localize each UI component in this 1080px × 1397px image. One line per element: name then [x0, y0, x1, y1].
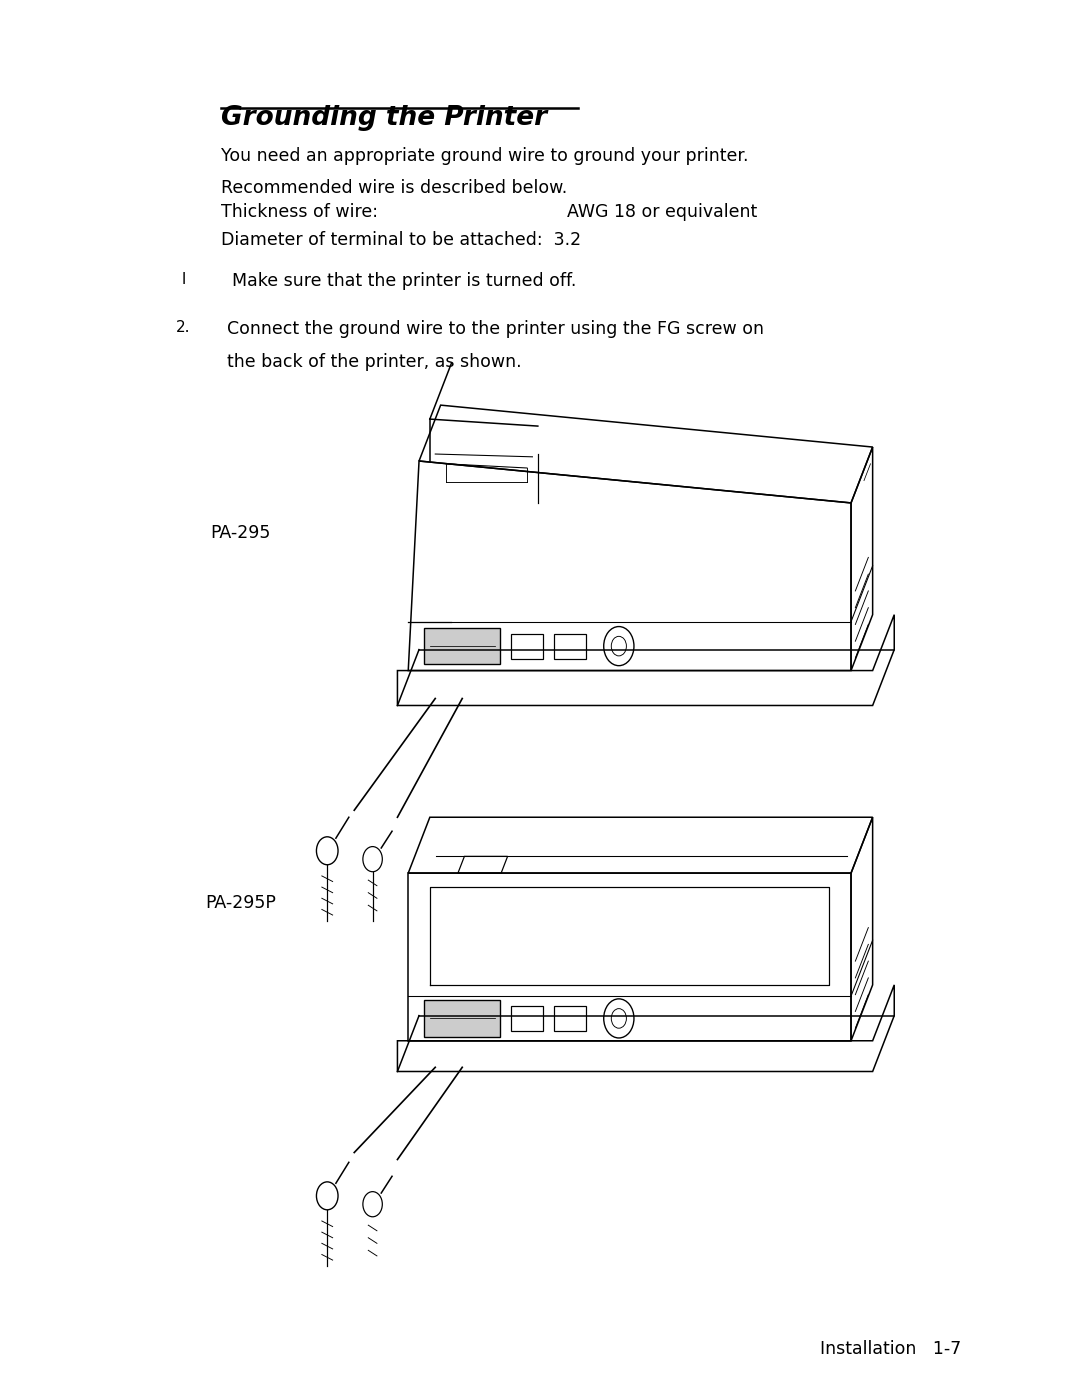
Text: AWG 18 or equivalent: AWG 18 or equivalent [567, 203, 757, 221]
Text: PA-295: PA-295 [211, 524, 271, 542]
Text: 2.: 2. [176, 320, 190, 335]
Text: Connect the ground wire to the printer using the FG screw on: Connect the ground wire to the printer u… [227, 320, 764, 338]
Text: the back of the printer, as shown.: the back of the printer, as shown. [227, 353, 522, 372]
Text: Make sure that the printer is turned off.: Make sure that the printer is turned off… [232, 272, 577, 291]
Text: You need an appropriate ground wire to ground your printer.: You need an appropriate ground wire to g… [221, 147, 748, 165]
Text: Grounding the Printer: Grounding the Printer [221, 105, 548, 131]
Polygon shape [424, 627, 500, 664]
Text: Recommended wire is described below.: Recommended wire is described below. [221, 179, 568, 197]
Text: Thickness of wire:: Thickness of wire: [221, 203, 378, 221]
Text: PA-295P: PA-295P [205, 894, 276, 912]
Text: Diameter of terminal to be attached:  3.2: Diameter of terminal to be attached: 3.2 [221, 231, 581, 249]
Polygon shape [424, 1000, 500, 1037]
Text: l: l [181, 272, 186, 288]
Text: Installation   1-7: Installation 1-7 [820, 1340, 961, 1358]
